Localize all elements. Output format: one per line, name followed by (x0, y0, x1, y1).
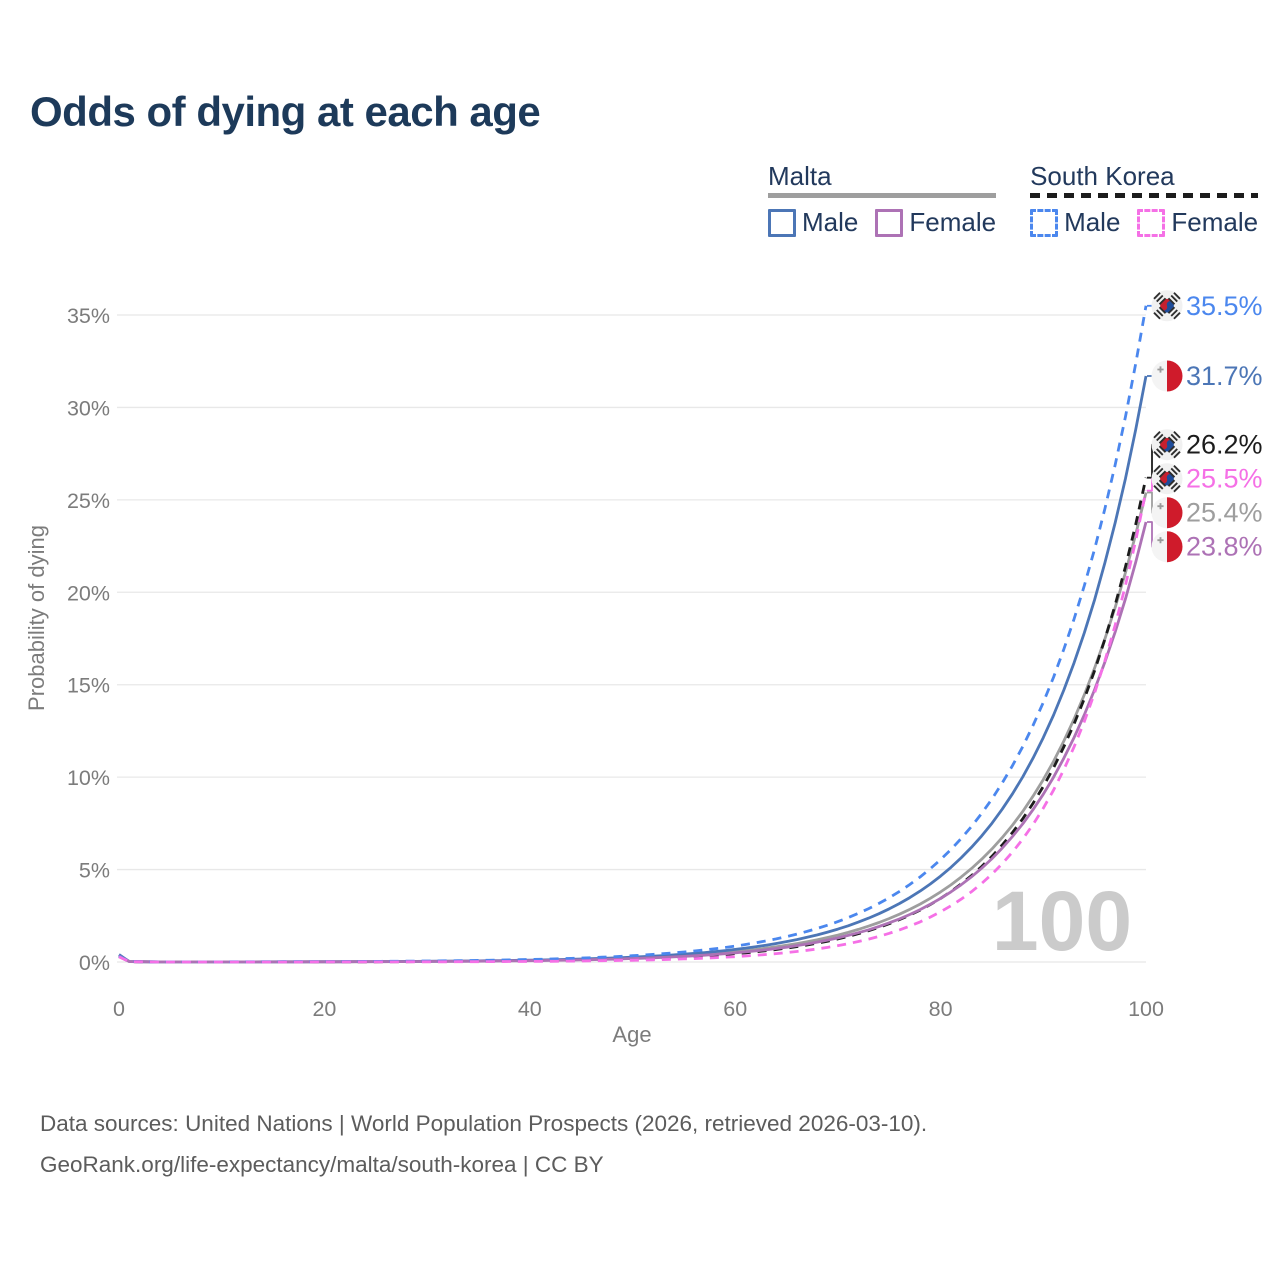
end-label-malta-female: 23.8% (1147, 521, 1263, 563)
legend-item-malta-male[interactable]: Male (768, 207, 858, 238)
legend-group-title-malta-label: Malta (768, 161, 832, 191)
legend-group-title-south-korea-label: South Korea (1030, 161, 1175, 191)
end-label-value: 31.7% (1186, 361, 1263, 391)
chart-footer: Data sources: United Nations | World Pop… (40, 1103, 927, 1185)
y-tick-label: 30% (67, 396, 110, 420)
chart-legend: Malta Male Female South Korea (768, 161, 1259, 238)
legend-item-malta-female-label: Female (909, 207, 997, 237)
end-label-south-korea-total: 26.2% (1147, 429, 1263, 479)
end-label-south-korea-female: 25.5% (1147, 463, 1263, 495)
legend-item-south-korea-female-label: Female (1171, 207, 1259, 237)
legend-group-title-malta[interactable]: Malta (768, 161, 997, 198)
y-tick-label: 20% (67, 581, 110, 605)
south-korea-male-swatch (1030, 208, 1059, 237)
legend-item-south-korea-male-label: Male (1064, 207, 1121, 237)
legend-group-south-korea: South Korea Male Female (1030, 161, 1259, 238)
footer-attribution: GeoRank.org/life-expectancy/malta/south-… (40, 1152, 604, 1177)
malta-female-swatch (875, 208, 904, 237)
x-tick-label: 60 (723, 997, 747, 1021)
legend-item-south-korea-female[interactable]: Female (1137, 207, 1258, 238)
end-label-value: 23.8% (1186, 532, 1263, 562)
series-line-malta-female[interactable] (118, 521, 1148, 964)
y-tick-label: 10% (67, 766, 110, 790)
legend-item-malta-male-label: Male (802, 207, 859, 237)
x-tick-label: 0 (113, 997, 125, 1021)
y-axis-title: Probability of dying (24, 525, 49, 711)
malta-flag-icon (1151, 360, 1183, 392)
x-axis-title: Age (612, 1022, 651, 1047)
legend-items-malta: Male Female (768, 207, 996, 238)
x-tick-label: 20 (312, 997, 336, 1021)
y-tick-label: 5% (79, 859, 110, 883)
end-label-value: 25.5% (1186, 464, 1263, 494)
x-tick-label: 100 (1128, 997, 1164, 1021)
gridlines (117, 314, 1146, 963)
south-korea-flag-icon (1151, 463, 1183, 495)
series-line-south-korea-female[interactable] (118, 490, 1148, 964)
series-lines (118, 305, 1148, 964)
y-tick-label: 35% (67, 304, 110, 328)
y-tick-label: 0% (79, 951, 110, 975)
y-tick-label: 25% (67, 489, 110, 513)
south-korea-flag-icon (1151, 429, 1183, 461)
series-end-labels: 35.5% 31.7% 26.2% 25.5% 25.4% 23.8% (1147, 290, 1263, 563)
age-watermark: 100 (992, 874, 1132, 968)
end-label-value: 25.4% (1186, 498, 1263, 528)
x-axis-tick-labels: 0 20 40 60 80 100 (113, 997, 1164, 1021)
legend-group-malta: Malta Male Female (768, 161, 997, 238)
page-title: Odds of dying at each age (30, 88, 541, 135)
legend-item-south-korea-male[interactable]: Male (1030, 207, 1120, 238)
legend-items-south-korea: Male Female (1030, 207, 1258, 238)
y-axis-tick-labels: 0% 5% 10% 15% 20% 25% 30% 35% (67, 304, 110, 975)
south-korea-flag-icon (1151, 290, 1183, 322)
x-tick-label: 40 (518, 997, 542, 1021)
end-label-south-korea-male: 35.5% (1147, 290, 1263, 322)
malta-flag-icon (1151, 531, 1183, 563)
end-label-value: 26.2% (1186, 430, 1263, 460)
footer-data-sources: Data sources: United Nations | World Pop… (40, 1111, 928, 1136)
y-tick-label: 15% (67, 674, 110, 698)
end-label-value: 35.5% (1186, 291, 1263, 321)
end-label-malta-total: 25.4% (1147, 491, 1263, 529)
malta-line-swatch (768, 193, 997, 198)
legend-group-title-south-korea[interactable]: South Korea (1030, 161, 1259, 198)
end-label-malta-male: 31.7% (1147, 360, 1263, 392)
legend-item-malta-female[interactable]: Female (875, 207, 996, 238)
series-line-south-korea-male[interactable] (118, 305, 1148, 964)
malta-male-swatch (768, 208, 796, 237)
malta-flag-icon (1151, 497, 1183, 529)
x-tick-label: 80 (929, 997, 953, 1021)
south-korea-female-swatch (1137, 208, 1166, 237)
south-korea-line-swatch (1030, 193, 1259, 198)
